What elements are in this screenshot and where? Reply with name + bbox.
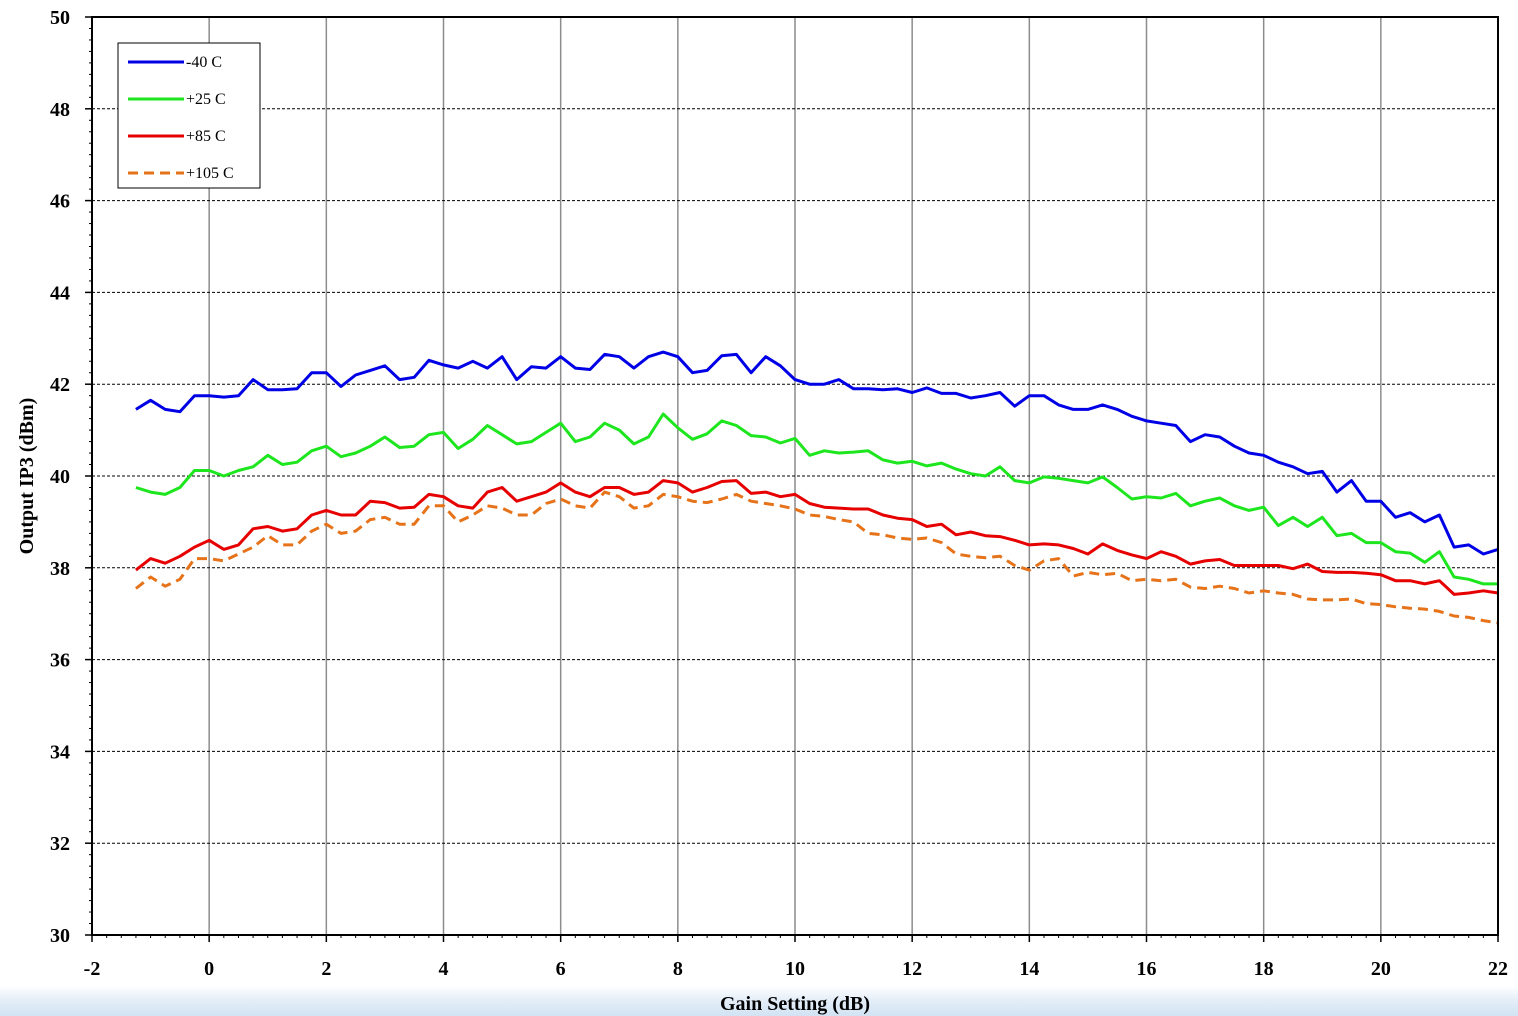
x-tick-label: 8 [673,958,683,980]
y-tick-label: 38 [50,558,70,580]
legend: -40 C +25 C +85 C +105 C [117,42,261,189]
x-tick-label: 16 [1137,958,1157,980]
series-line-85c [134,479,1499,596]
x-tick-label: 10 [785,958,805,980]
x-tick-label: -2 [84,958,101,980]
y-tick-label: 30 [50,925,70,947]
x-tick-label: 2 [321,958,331,980]
legend-label: +105 C [186,165,234,182]
x-tick-label: 0 [204,958,214,980]
series-line-105c [134,490,1499,625]
x-tick-label: 22 [1488,958,1508,980]
y-tick-label: 36 [50,650,70,672]
legend-box [117,42,261,189]
y-tick-label: 48 [50,99,70,121]
y-tick-label: 46 [50,191,70,213]
series-line-40c [135,350,1499,556]
legend-label: +25 C [186,91,226,108]
legend-label: -40 C [186,54,222,71]
legend-label: +85 C [186,128,226,145]
x-tick-label: 12 [902,958,922,980]
x-axis-title: Gain Setting (dB) [720,993,870,1015]
data-series [134,350,1499,625]
x-tick-label: 18 [1254,958,1274,980]
x-tick-label: 6 [556,958,566,980]
y-tick-label: 42 [50,374,70,396]
y-tick-label: 34 [50,741,70,763]
y-axis-title: Output IP3 (dBm) [16,398,38,555]
y-tick-label: 50 [50,7,70,29]
y-tick-label: 40 [50,466,70,488]
x-tick-label: 20 [1371,958,1391,980]
y-tick-label: 44 [50,282,70,304]
x-tick-label: 14 [1019,958,1039,980]
grid-lines [92,17,1498,935]
series-line-25c [135,412,1498,586]
x-tick-label: 4 [439,958,449,980]
y-tick-label: 32 [50,833,70,855]
